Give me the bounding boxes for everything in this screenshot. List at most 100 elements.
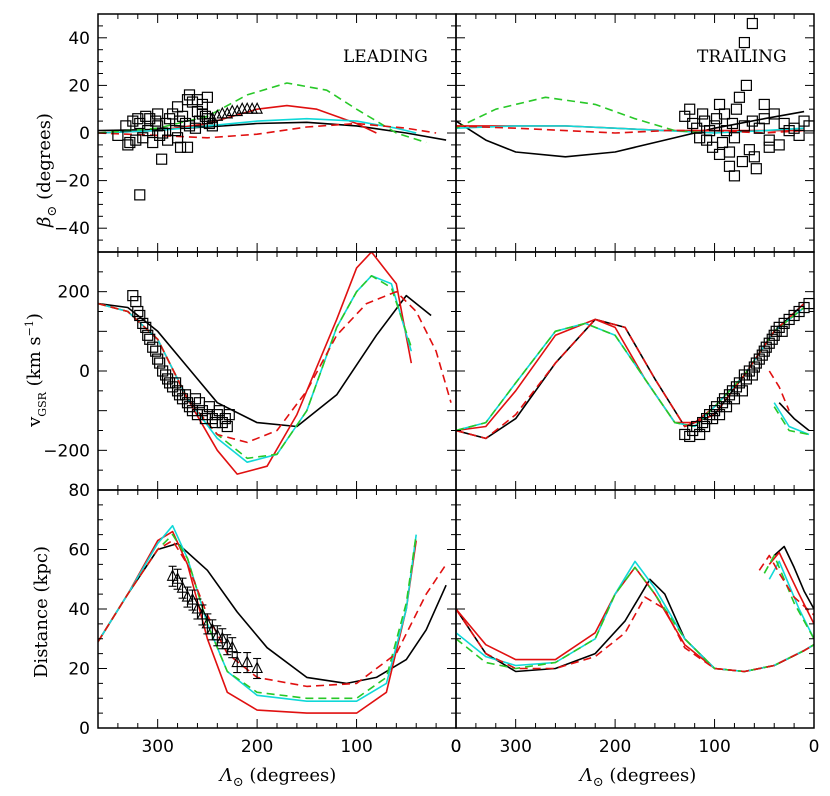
- curve-trailing-dist-5-black: [773, 545, 814, 610]
- obs-square-trailing-vgsr-29: [756, 349, 768, 361]
- obs-triangle-leading-dist-3: [181, 589, 194, 602]
- curve-trailing-dist-0-black: [456, 578, 814, 673]
- obs-square-trailing-beta-30: [768, 108, 780, 120]
- obs-triangle-leading-dist-8: [206, 622, 219, 635]
- obs-square-leading-vgsr-9: [150, 345, 162, 357]
- ylabel-vgsr-sup: −1: [23, 320, 36, 336]
- obs-square-trailing-beta-4: [694, 132, 706, 144]
- obs-square-trailing-beta-21: [736, 155, 749, 168]
- obs-square-leading-vgsr-0: [127, 290, 139, 302]
- ylabel-dist: Distance (kpc): [31, 546, 52, 678]
- ytick-label-dist-2: 40: [68, 600, 90, 620]
- obs-square-trailing-vgsr-6: [699, 420, 711, 433]
- obs-square-trailing-beta-10: [708, 120, 721, 132]
- xtick-label-left-3: 0: [451, 737, 462, 757]
- curve-trailing-vgsr-2-cyan: [456, 306, 805, 432]
- obs-triangle-leading-beta-9: [251, 101, 264, 114]
- ytick-label-beta-2: 0: [79, 124, 90, 144]
- obs-square-trailing-beta-7: [700, 134, 713, 146]
- ytick-label-beta-0: 40: [68, 29, 90, 49]
- ylabel-beta-main: β: [34, 217, 55, 228]
- panel-leading-vgsr: [97, 251, 457, 491]
- ylabel-beta-rest: (degrees): [34, 113, 55, 206]
- xlabel-right-sub: ⊙: [593, 775, 604, 790]
- curve-trailing-vgsr-3-green-dashed: [456, 306, 805, 432]
- curve-trailing-beta-0-black: [456, 110, 805, 158]
- obs-square-trailing-vgsr-18: [728, 393, 741, 405]
- curve-trailing-beta-4-red-dashed: [456, 125, 805, 134]
- xtick-label-right-2: 100: [698, 737, 730, 757]
- xtick-label-right-1: 200: [599, 737, 631, 757]
- ylabel-vgsr-main: v: [24, 416, 45, 428]
- obs-square-trailing-beta-41: [738, 36, 750, 49]
- curve-leading-vgsr-1-red: [98, 252, 413, 475]
- xlabel-left-main: Λ: [218, 765, 233, 786]
- obs-square-leading-vgsr-10: [152, 353, 164, 365]
- obs-square-trailing-beta-18: [728, 132, 741, 144]
- curve-trailing-vgsr-1-red: [456, 306, 805, 432]
- plot-area-leading-beta: [98, 82, 447, 144]
- obs-square-leading-beta-42: [201, 91, 213, 103]
- frame-trailing-vgsr: [455, 251, 815, 491]
- curve-leading-vgsr-2-cyan: [98, 274, 413, 464]
- obs-square-trailing-beta-29: [763, 134, 775, 146]
- obs-square-trailing-beta-23: [740, 79, 752, 92]
- ylabel-vgsr-close: ): [24, 313, 45, 320]
- ylabel-vgsr-sub: GSR: [36, 391, 49, 416]
- curve-trailing-vgsr-0-black: [456, 303, 805, 440]
- obs-square-leading-beta-27: [189, 122, 202, 134]
- obs-square-trailing-beta-1: [684, 103, 696, 115]
- obs-triangle-leading-beta-3: [221, 106, 234, 119]
- panel-label-leading: LEADING: [343, 47, 428, 67]
- obs-triangle-leading-dist-11: [221, 637, 234, 650]
- curve-trailing-dist-8-green-dashed: [763, 554, 814, 640]
- obs-square-trailing-beta-13: [716, 136, 729, 149]
- curve-trailing-dist-7-cyan: [768, 560, 814, 640]
- obs-triangle-leading-dist-0: [166, 569, 179, 581]
- xtick-label-left-2: 100: [340, 737, 372, 757]
- xlabel-left-rest: (degrees): [244, 765, 337, 786]
- xtick-label-mid-0: 0: [451, 737, 462, 757]
- obs-square-leading-vgsr-13: [160, 369, 172, 381]
- curve-trailing-vgsr-7-cyan: [773, 402, 810, 436]
- obs-square-leading-vgsr-6: [142, 329, 154, 341]
- curve-trailing-dist-6-red: [768, 551, 814, 625]
- obs-square-leading-vgsr-2: [132, 305, 144, 318]
- ylabel-vgsr: vGSR (km s−1): [23, 313, 49, 428]
- obs-square-leading-vgsr-8: [147, 341, 159, 353]
- obs-square-trailing-vgsr-25: [746, 369, 758, 381]
- xlabel-left-sub: ⊙: [233, 775, 244, 790]
- ytick-label-dist-1: 60: [68, 541, 90, 561]
- obs-square-leading-beta-39: [181, 141, 194, 153]
- obs-square-trailing-beta-16: [723, 146, 736, 158]
- xlabel-right-main: Λ: [578, 765, 593, 786]
- frame-leading-dist: [97, 489, 457, 729]
- obs-square-trailing-beta-14: [718, 108, 731, 120]
- curve-trailing-dist-4-red-dashed: [456, 596, 814, 673]
- plot-area-trailing-dist: [456, 545, 814, 673]
- obs-square-trailing-beta-40: [728, 170, 741, 182]
- obs-square-trailing-vgsr-7: [700, 413, 713, 425]
- xlabel-right: Λ⊙ (degrees): [578, 765, 697, 790]
- obs-triangle-leading-dist-10: [216, 631, 229, 644]
- plot-area-trailing-vgsr: [456, 303, 810, 440]
- obs-square-trailing-beta-38: [713, 148, 726, 161]
- obs-square-trailing-vgsr-19: [730, 381, 743, 393]
- obs-triangle-leading-dist-5: [191, 601, 204, 614]
- obs-square-trailing-beta-9: [706, 141, 719, 153]
- obs-square-leading-vgsr-17: [169, 377, 182, 389]
- curve-trailing-vgsr-4-red-dashed: [456, 303, 805, 440]
- obs-square-trailing-vgsr-31: [760, 341, 772, 353]
- obs-square-leading-vgsr-3: [134, 309, 146, 322]
- obs-triangle-leading-dist-9: [211, 628, 224, 641]
- panel-label-trailing: TRAILING: [697, 47, 787, 67]
- plot-area-leading-dist: [98, 524, 447, 714]
- obs-square-trailing-vgsr-43: [803, 297, 815, 310]
- curve-leading-vgsr-3-green-dashed: [98, 274, 413, 460]
- obs-square-trailing-vgsr-9: [706, 413, 719, 425]
- panel-trailing-dist: [455, 489, 815, 729]
- ytick-label-dist-3: 20: [68, 660, 90, 680]
- xtick-label-left-0: 300: [141, 737, 173, 757]
- obs-square-trailing-beta-45: [763, 141, 775, 153]
- ytick-label-beta-4: −40: [54, 219, 90, 239]
